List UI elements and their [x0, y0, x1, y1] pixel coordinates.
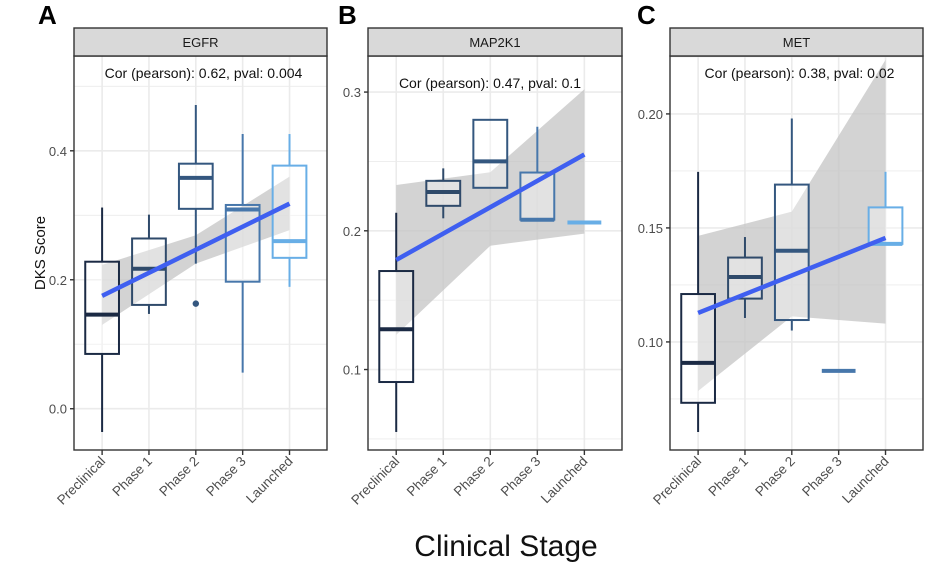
regression-line [395, 152, 586, 262]
box-phase-1 [425, 168, 462, 219]
facet-strip [669, 27, 924, 57]
y-axis-label: DKS Score [32, 216, 49, 290]
y-tick-label: 0.10 [638, 335, 663, 350]
box-phase-3 [519, 126, 556, 222]
facet-title: EGFR [182, 35, 218, 50]
box-phase-3 [224, 134, 261, 373]
panel-map2k1: B MAP2K1 Cor (pearson): 0.47, pval: 0.1 0.1… [338, 0, 623, 508]
y-tick-label: 0.4 [49, 144, 67, 159]
box-preclinical [84, 207, 120, 432]
correlation-annotation: Cor (pearson): 0.62, pval: 0.004 [105, 65, 303, 81]
panel-met: C MET Cor (pearson): 0.38, pval: 0.02 0.10 0… [637, 0, 924, 508]
box-iqr [472, 118, 509, 189]
x-axis-label: Clinical Stage [414, 530, 597, 563]
box-iqr [84, 260, 120, 355]
x-tick-label: Launched [538, 454, 591, 507]
outlier-point [192, 300, 200, 307]
panel-label: C [637, 0, 656, 30]
x-tick-label: Phase 1 [404, 454, 450, 500]
box-iqr [224, 203, 261, 283]
facet-title: MAP2K1 [469, 35, 520, 50]
correlation-annotation: Cor (pearson): 0.47, pval: 0.1 [399, 75, 581, 91]
box-phase-1 [131, 214, 167, 314]
x-tick-label: Phase 2 [156, 454, 202, 500]
x-tick-label: Preclinical [348, 454, 402, 508]
y-tick-label: 0.2 [343, 224, 361, 239]
box-preclinical [680, 171, 716, 432]
x-tick-label: Launched [243, 454, 296, 507]
y-tick-label: 0.3 [343, 85, 361, 100]
y-tick-label: 0.2 [49, 273, 67, 288]
box-phase-2 [773, 118, 810, 331]
x-tick-label: Preclinical [650, 454, 704, 508]
x-tick-label: Phase 1 [109, 454, 155, 500]
facet-strip [367, 27, 623, 57]
box-phase-2 [472, 118, 509, 189]
box-phase-2 [177, 105, 214, 307]
panel-label: B [338, 0, 357, 30]
x-tick-label: Phase 2 [752, 454, 798, 500]
x-tick-label: Phase 3 [498, 454, 544, 500]
box-preclinical [378, 212, 415, 432]
regression-line [101, 201, 291, 298]
x-tick-label: Phase 3 [203, 454, 249, 500]
x-tick-label: Phase 3 [799, 454, 845, 500]
box-launched [271, 134, 308, 287]
x-tick-label: Preclinical [54, 454, 108, 508]
facet-title: MET [783, 35, 811, 50]
x-tick-label: Phase 1 [705, 454, 751, 500]
panel-label: A [38, 0, 57, 30]
regression-line [697, 235, 887, 316]
panel-egfr: A EGFR Cor (pearson): 0.62, pval: 0.004 0.0… [38, 0, 328, 508]
y-tick-label: 0.1 [343, 363, 361, 378]
y-tick-label: 0.0 [49, 402, 67, 417]
box-iqr [378, 270, 415, 384]
correlation-annotation: Cor (pearson): 0.38, pval: 0.02 [705, 65, 895, 81]
y-tick-label: 0.15 [638, 221, 663, 236]
x-tick-label: Launched [839, 454, 892, 507]
x-tick-label: Phase 2 [451, 454, 497, 500]
facet-strip [73, 27, 328, 57]
box-iqr [177, 162, 214, 210]
y-tick-label: 0.20 [638, 107, 663, 122]
